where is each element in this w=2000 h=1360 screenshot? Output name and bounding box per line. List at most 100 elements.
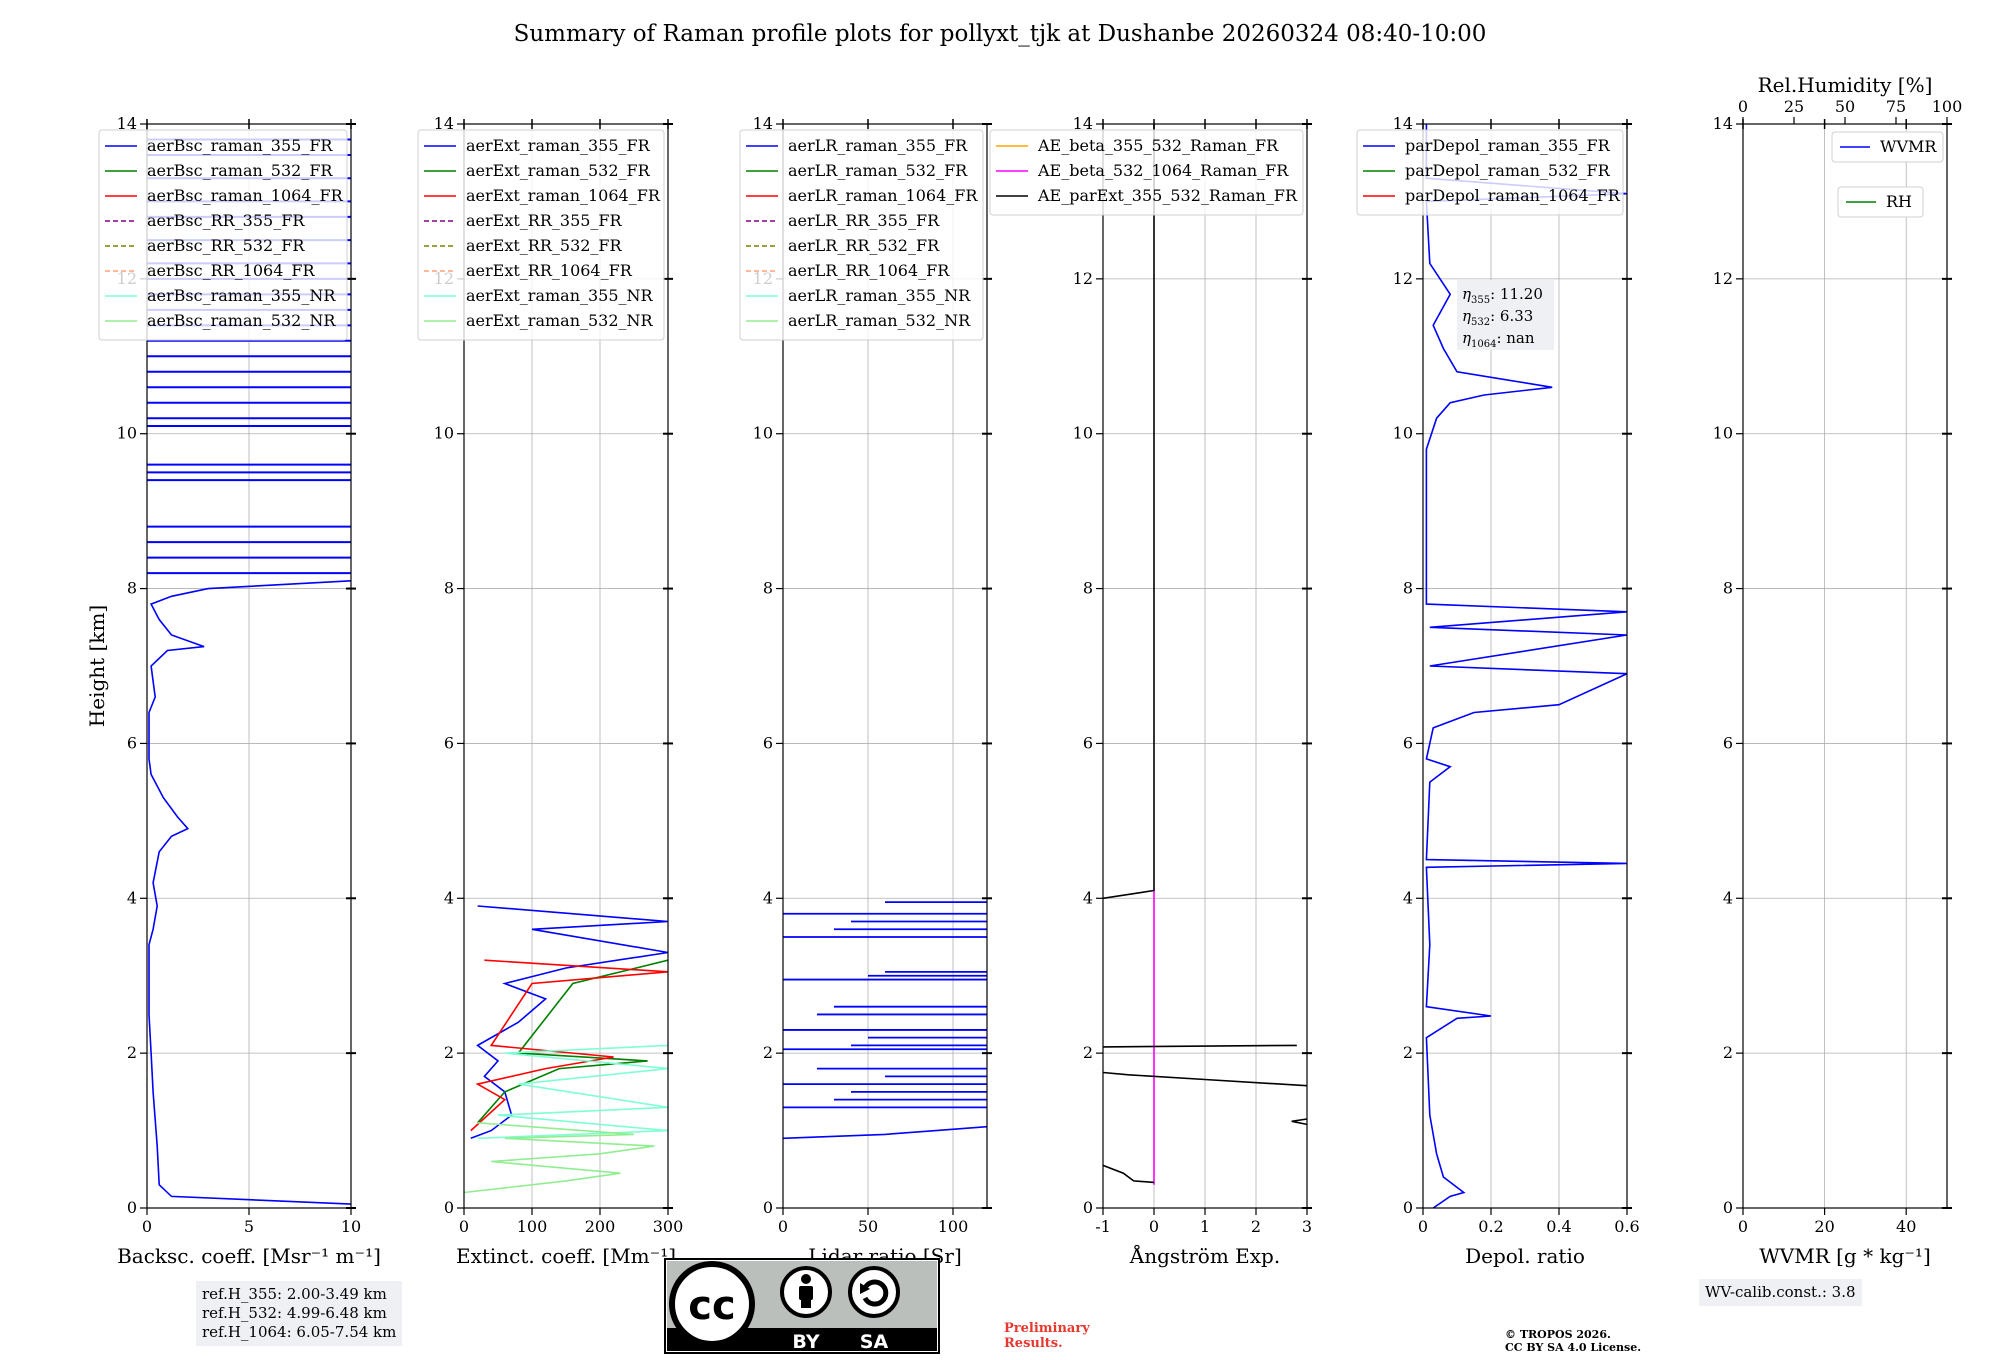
y-tick-label: 4: [1083, 888, 1093, 907]
series-group: [464, 905, 668, 1194]
y-tick-label: 4: [127, 888, 137, 907]
y-tick-label: 8: [1083, 579, 1093, 598]
y-tick-label: 8: [1403, 579, 1413, 598]
x-tick-label: 0: [142, 1217, 152, 1236]
legend-label: parDepol_raman_355_FR: [1405, 136, 1611, 155]
y-tick-label: 0: [127, 1198, 137, 1217]
x-axis-label: Backsc. coeff. [Msr⁻¹ m⁻¹]: [117, 1244, 381, 1268]
legend-label: aerLR_raman_355_FR: [788, 136, 968, 155]
prelim-line-1: Preliminary: [1004, 1321, 1090, 1336]
series-line-AE_parExt_355_532_Raman_FR_b: [1103, 1044, 1297, 1048]
panel-6: 0 2 4 6 8 10 12 14 0 20 40 WVMR [g * kg⁻¹] 0 25 50 75 10…: [1713, 73, 1963, 1268]
series-line-AE_parExt_355_532_Raman_FR_e: [1103, 1164, 1155, 1184]
series-line-aerBsc_raman_355_FR: [148, 580, 351, 1205]
y-tick-label: 12: [1393, 269, 1413, 288]
legend: parDepol_raman_355_FR parDepol_raman_532_…: [1356, 129, 1624, 216]
attribution-icon-head: [801, 1274, 811, 1284]
copyright-note: © TROPOS 2026. CC BY SA 4.0 License.: [1505, 1328, 1641, 1354]
y-tick-label: 4: [763, 888, 773, 907]
prelim-line-2: Results.: [1004, 1336, 1063, 1351]
y-tick-label: 12: [1073, 269, 1093, 288]
y-tick-label: 2: [1723, 1043, 1733, 1062]
y-tick-label: 6: [127, 733, 137, 752]
axes-frame: [782, 123, 988, 1209]
legend-box: [417, 129, 665, 341]
series-line-aerLR_raman_355_FR: [783, 1125, 987, 1140]
figure-title: Summary of Raman profile plots for polly…: [513, 21, 1487, 47]
copyright-line-2: CC BY SA 4.0 License.: [1505, 1341, 1642, 1354]
legend-box: [989, 129, 1304, 216]
x2-tick-label: 0: [1738, 97, 1748, 116]
y-tick-label: 4: [1403, 888, 1413, 907]
y-tick-label: 10: [753, 424, 773, 443]
legend-label: aerLR_RR_355_FR: [788, 211, 940, 230]
legend-label: aerExt_raman_532_NR: [466, 311, 654, 330]
legend-label: AE_beta_532_1064_Raman_FR: [1037, 161, 1289, 180]
x-tick-label: 200: [585, 1217, 616, 1236]
legend-label: aerLR_raman_532_NR: [788, 311, 971, 330]
eta-line: η355: 11.20: [1462, 285, 1543, 306]
x-tick-label: 20: [1814, 1217, 1834, 1236]
copyright-line-1: © TROPOS 2026.: [1505, 1328, 1611, 1341]
x-axis-label: Ångström Exp.: [1129, 1243, 1280, 1268]
legend-label: aerLR_raman_355_NR: [788, 286, 971, 305]
panel-5: 0 2 4 6 8 10 12 14 0 0.2 0.4 0.6 Depol. ratio parDepo…: [1356, 114, 1640, 1268]
y-tick-label: 0: [1083, 1198, 1093, 1217]
legend-label: aerBsc_raman_355_FR: [147, 136, 333, 155]
y-tick-label: 0: [1723, 1198, 1733, 1217]
x-tick-label: 5: [244, 1217, 254, 1236]
y-tick-label: 0: [763, 1198, 773, 1217]
series-group: [1425, 124, 1627, 1208]
y-tick-label: 6: [1403, 733, 1413, 752]
series-line-aerExt_raman_532_FR: [476, 959, 668, 1124]
y-tick-label: 14: [753, 114, 773, 133]
y-tick-label: 2: [1083, 1043, 1093, 1062]
legend-label: aerBsc_RR_532_FR: [147, 236, 305, 255]
y-tick-label: 8: [763, 579, 773, 598]
attribution-icon-body: [799, 1286, 813, 1300]
x-tick-label: 50: [858, 1217, 878, 1236]
y-tick-label: 6: [763, 733, 773, 752]
x-axis-label: WVMR [g * kg⁻¹]: [1759, 1244, 1931, 1268]
axes-frame: [463, 123, 669, 1209]
x-tick-label: 0.4: [1546, 1217, 1571, 1236]
cc-sa-text: SA: [860, 1331, 889, 1353]
legend: WVMR RH: [1831, 131, 1944, 218]
x2-tick-label: 50: [1835, 97, 1855, 116]
y-tick-label: 2: [763, 1043, 773, 1062]
y-tick-label: 12: [1713, 269, 1733, 288]
y-tick-label: 6: [1083, 733, 1093, 752]
y-tick-label: 8: [1723, 579, 1733, 598]
panel-1: 024681012140510Backsc. coeff. [Msr⁻¹ m⁻¹…: [85, 114, 381, 1268]
eta-annotation-box: [1457, 280, 1554, 350]
x-tick-label: 0: [1418, 1217, 1428, 1236]
x-tick-label: 2: [1251, 1217, 1261, 1236]
series-line-AE_parExt_355_532_Raman_FR: [1103, 124, 1155, 900]
legend-label: aerBsc_RR_1064_FR: [147, 261, 316, 280]
y-tick-label: 6: [1723, 733, 1733, 752]
preliminary-results-note: Preliminary Results.: [1004, 1321, 1090, 1351]
ref-height-532: ref.H_532: 4.99-6.48 km: [202, 1304, 387, 1322]
y-tick-label: 6: [444, 733, 454, 752]
y-tick-label: 10: [1713, 424, 1733, 443]
legend-label: aerBsc_raman_355_NR: [147, 286, 336, 305]
legend-label: aerLR_raman_1064_FR: [788, 186, 978, 205]
x-tick-label: 0.6: [1614, 1217, 1639, 1236]
panel-2: 024681012140100200300Extinct. coeff. [Mm…: [417, 114, 683, 1268]
x-tick-label: 3: [1302, 1217, 1312, 1236]
cc-by-text: BY: [792, 1331, 819, 1353]
legend: AE_beta_355_532_Raman_FR AE_beta_532_1064…: [989, 129, 1304, 216]
legend-label: aerExt_RR_1064_FR: [466, 261, 633, 280]
panel-3: 02468101214050100Lidar ratio [Sr]aerLR_r…: [739, 114, 992, 1268]
y-tick-label: 10: [117, 424, 137, 443]
share-alike-icon: [862, 1279, 889, 1307]
y-tick-label: 8: [444, 579, 454, 598]
legend: aerExt_raman_355_FR aerExt_raman_532_FRae…: [417, 129, 665, 341]
legend-label: aerLR_RR_1064_FR: [788, 261, 950, 280]
series-line-AE_parExt_355_532_Raman_FR_c: [1103, 1071, 1307, 1087]
legend-label: aerExt_raman_355_FR: [466, 136, 651, 155]
legend: aerBsc_raman_355_FR aerBsc_raman_532_FRae…: [98, 129, 348, 341]
cc-logo-text: cc: [688, 1283, 735, 1329]
ref-heights-box: ref.H_355: 2.00-3.49 km ref.H_532: 4.99-…: [196, 1281, 403, 1346]
